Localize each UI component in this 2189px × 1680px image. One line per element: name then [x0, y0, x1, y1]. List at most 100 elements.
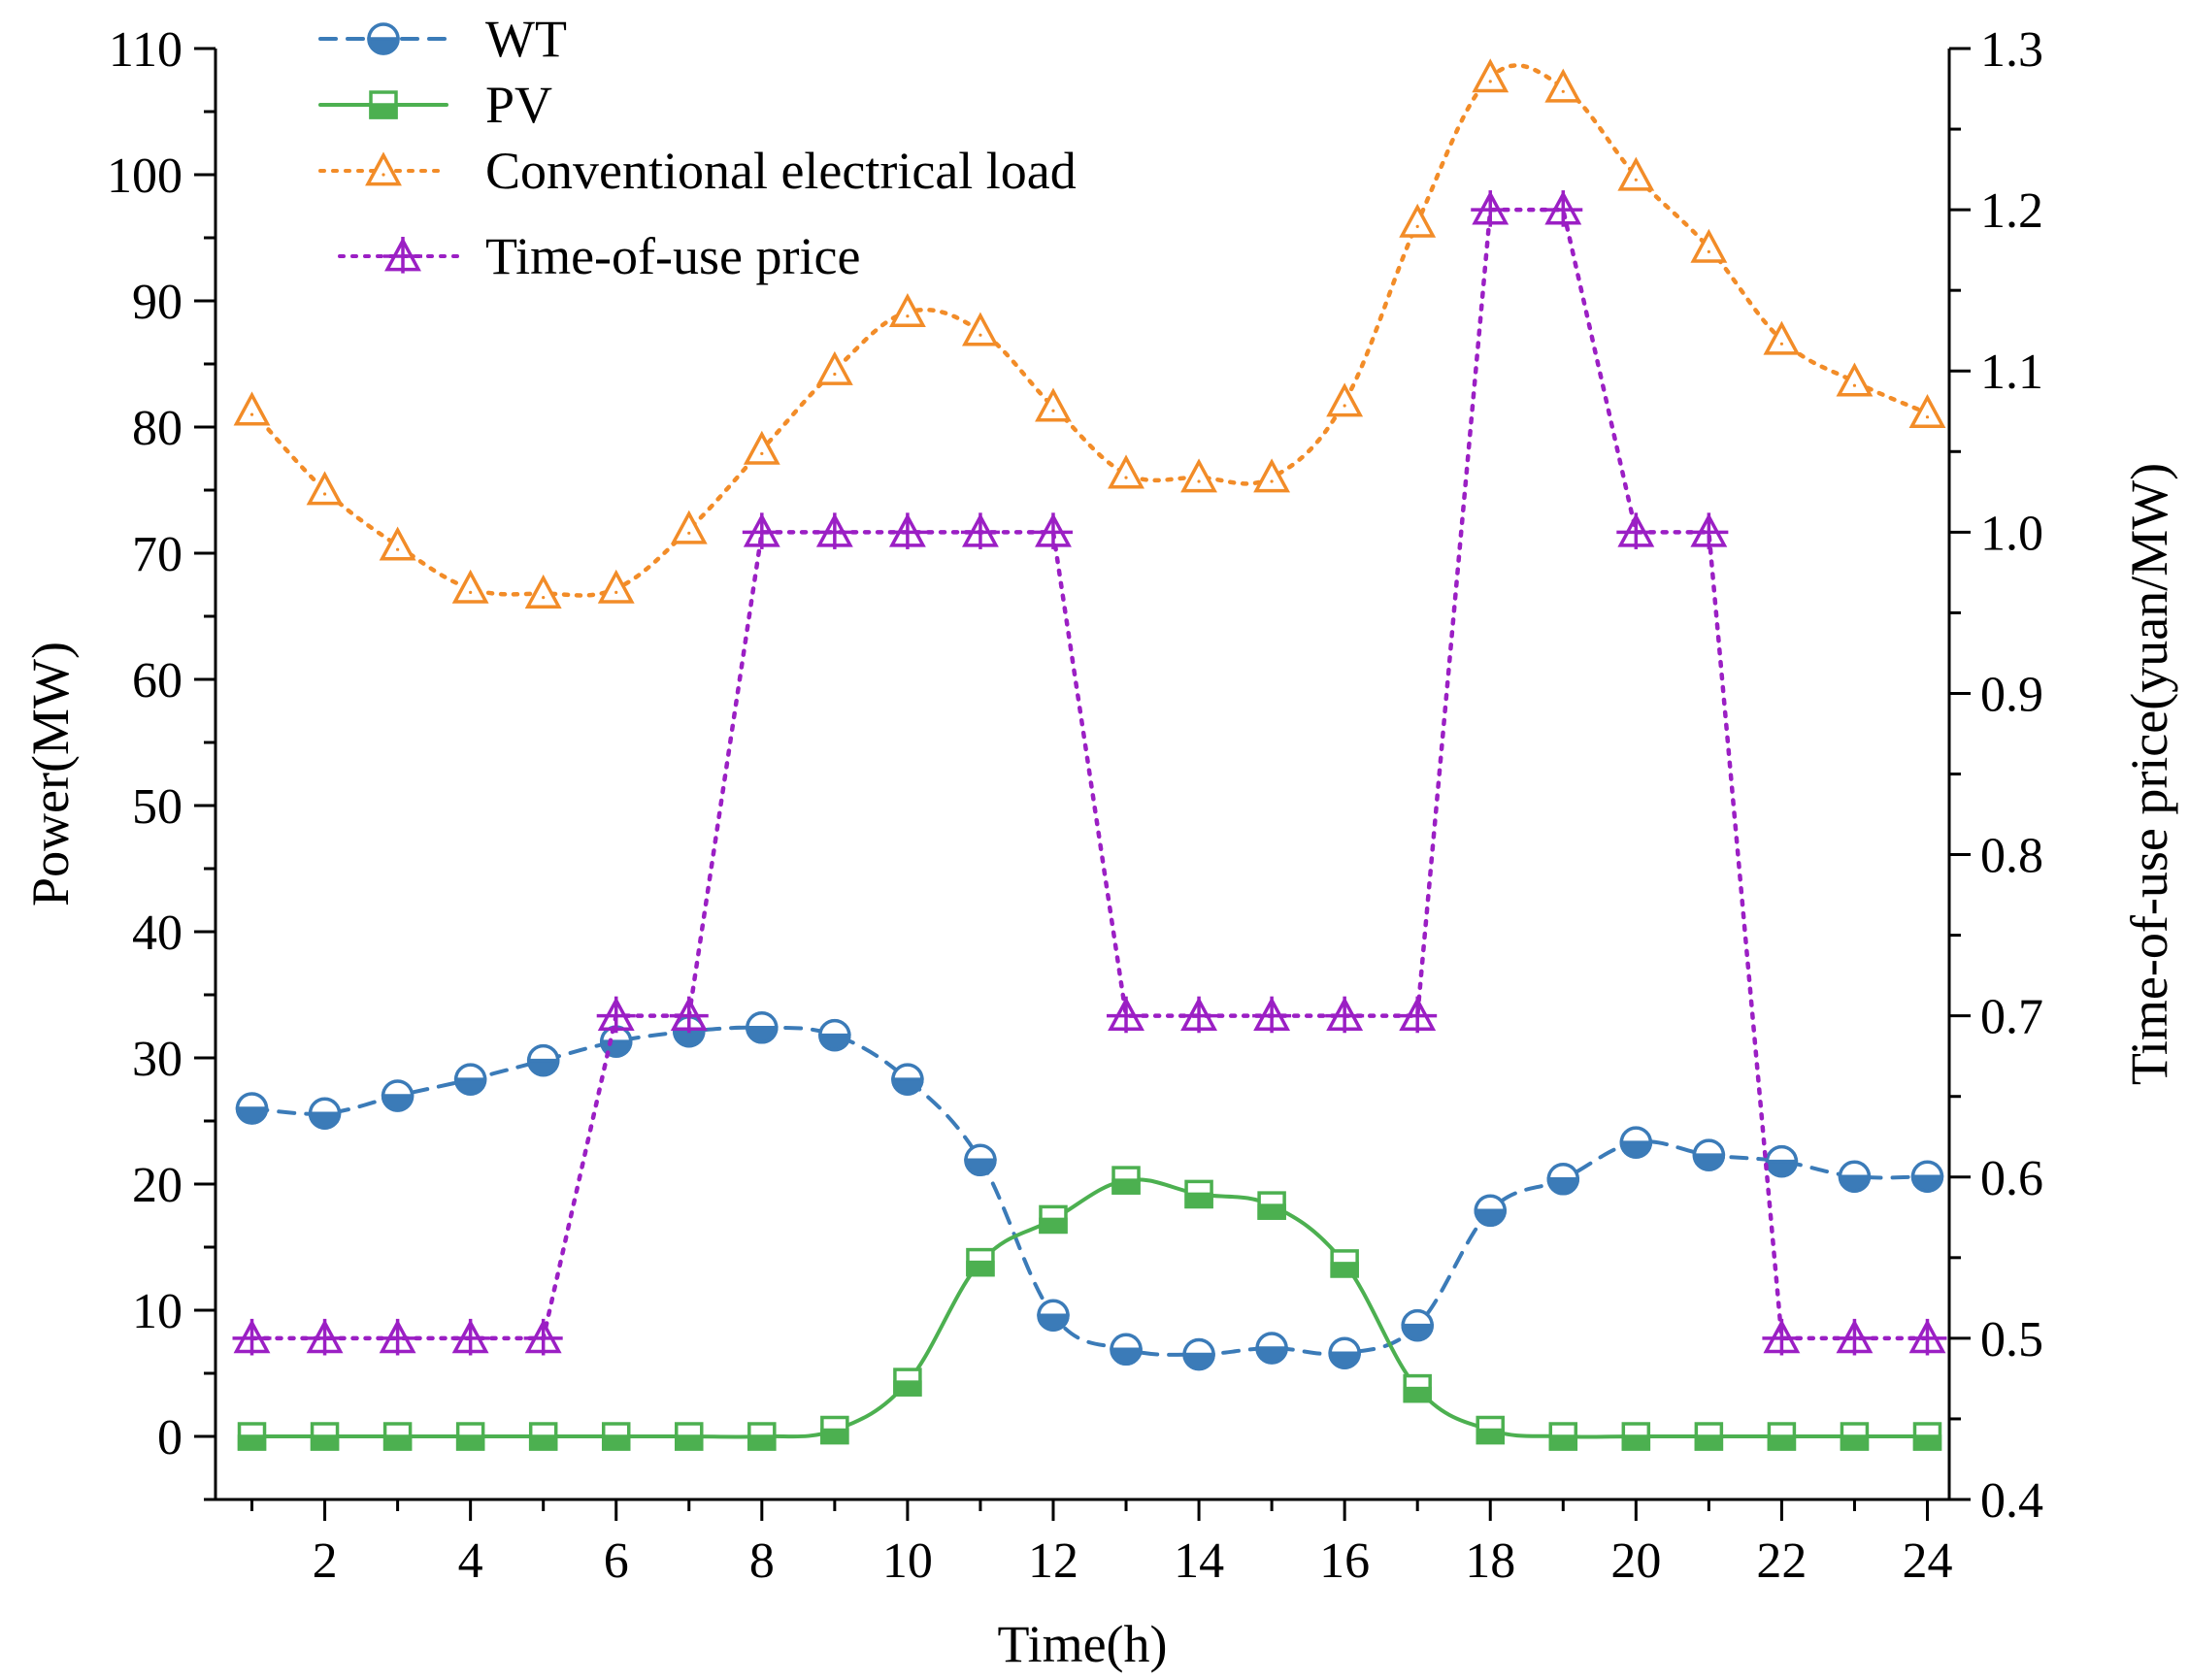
x-tick-label: 14	[1174, 1533, 1224, 1589]
legend-item-wt: WT	[318, 10, 567, 68]
right-y-tick-label: 0.5	[1980, 1312, 2043, 1367]
data-point-pv	[820, 1415, 849, 1445]
data-point-time-of-use-price	[378, 1318, 417, 1356]
data-point-time-of-use-price	[596, 996, 636, 1034]
data-point-conventional-electrical-load	[1399, 203, 1437, 238]
left-y-tick-label: 100	[107, 148, 182, 204]
data-point-time-of-use-price	[1325, 996, 1365, 1034]
legend-label: Time-of-use price	[485, 227, 860, 285]
right-y-tick-label: 1.1	[1980, 345, 2043, 400]
data-point-conventional-electrical-load	[451, 569, 489, 604]
series-time-of-use-price	[232, 190, 1947, 1356]
data-point-pv	[747, 1422, 777, 1451]
legend-label: WT	[485, 10, 567, 68]
data-point-time-of-use-price	[1543, 190, 1583, 227]
data-point-pv	[455, 1422, 485, 1451]
series-wt	[235, 1011, 1944, 1371]
data-point-time-of-use-price	[887, 512, 927, 549]
data-point-time-of-use-price	[305, 1318, 345, 1356]
data-point-conventional-electrical-load	[1763, 320, 1801, 355]
data-point-pv	[1111, 1166, 1141, 1195]
data-point-conventional-electrical-load	[815, 350, 853, 385]
data-point-pv	[1912, 1422, 1942, 1451]
data-point-conventional-electrical-load	[670, 510, 708, 544]
data-point-time-of-use-price	[1762, 1318, 1802, 1356]
data-point-pv	[1840, 1422, 1870, 1451]
legend-label: PV	[485, 76, 552, 134]
right-y-axis-title: Time-of-use price(yuan/MW)	[2120, 463, 2178, 1085]
left-y-tick-label: 70	[132, 527, 182, 582]
data-point-time-of-use-price	[523, 1318, 563, 1356]
legend-item-pv: PV	[318, 76, 552, 134]
data-point-conventional-electrical-load	[1908, 394, 1946, 429]
x-tick-label: 6	[604, 1533, 629, 1589]
data-point-wt	[308, 1097, 342, 1130]
data-point-wt	[1546, 1163, 1580, 1196]
data-point-conventional-electrical-load	[1253, 458, 1291, 493]
x-tick-label: 10	[882, 1533, 933, 1589]
data-point-pv	[893, 1367, 922, 1397]
data-point-wt	[235, 1092, 269, 1125]
data-point-conventional-electrical-load	[1035, 387, 1072, 422]
left-y-tick-label: 110	[109, 22, 182, 78]
right-y-axis-ticks: 0.4 0.5 0.6 0.7 0.8 0.9 1.0 1.1 1.2 1.3	[1949, 22, 2043, 1529]
data-point-conventional-electrical-load	[524, 574, 562, 609]
data-point-time-of-use-price	[1907, 1318, 1947, 1356]
data-point-wt	[1328, 1336, 1361, 1369]
data-point-conventional-electrical-load	[233, 391, 271, 426]
left-y-tick-label: 60	[132, 653, 182, 708]
data-point-conventional-electrical-load	[1690, 228, 1728, 263]
data-point-pv	[1767, 1422, 1797, 1451]
data-point-wt	[964, 1143, 997, 1177]
data-point-wt	[1838, 1160, 1872, 1193]
data-point-pv	[382, 1422, 413, 1451]
x-tick-label: 8	[749, 1533, 775, 1589]
right-y-tick-label: 1.2	[1980, 183, 2043, 239]
right-y-tick-label: 1.0	[1980, 506, 2043, 561]
data-point-pv	[310, 1422, 340, 1451]
left-y-tick-label: 90	[132, 275, 182, 330]
x-tick-label: 22	[1756, 1533, 1807, 1589]
data-point-pv	[601, 1422, 631, 1451]
data-point-pv	[1694, 1422, 1724, 1451]
left-y-tick-label: 20	[132, 1158, 182, 1213]
data-point-conventional-electrical-load	[306, 471, 344, 506]
data-point-wt	[891, 1063, 924, 1096]
data-point-wt	[1910, 1160, 1944, 1193]
x-tick-label: 2	[313, 1533, 338, 1589]
x-tick-label: 24	[1902, 1533, 1952, 1589]
x-axis-ticks: 2 4 6 8 10 12 14 16 18 20 22 24	[250, 1499, 1952, 1589]
data-point-time-of-use-price	[1179, 996, 1219, 1034]
series-conventional-electrical-load	[233, 58, 1946, 609]
data-point-time-of-use-price	[814, 512, 854, 549]
data-point-pv	[1184, 1179, 1213, 1209]
right-y-tick-label: 0.9	[1980, 667, 2043, 722]
data-point-wt	[381, 1079, 415, 1112]
data-point-pv	[528, 1422, 558, 1451]
data-point-wt	[1255, 1332, 1288, 1365]
data-point-wt	[1619, 1126, 1653, 1159]
x-tick-label: 20	[1610, 1533, 1661, 1589]
series-pv	[237, 1166, 1942, 1451]
x-tick-label: 12	[1028, 1533, 1078, 1589]
data-point-time-of-use-price	[1033, 512, 1073, 549]
data-point-conventional-electrical-load	[1108, 454, 1144, 489]
left-y-tick-label: 40	[132, 906, 182, 961]
right-y-tick-label: 0.8	[1980, 829, 2043, 884]
legend-marker	[365, 151, 402, 186]
data-point-conventional-electrical-load	[743, 430, 780, 465]
left-y-tick-label: 0	[157, 1410, 182, 1466]
legend: WT PV Conventional electrical load Time-of-…	[318, 10, 1077, 285]
data-point-wt	[1110, 1333, 1143, 1367]
data-point-pv	[1257, 1191, 1286, 1220]
data-point-pv	[1476, 1415, 1505, 1445]
legend-marker	[369, 90, 398, 119]
data-point-pv	[1548, 1422, 1578, 1451]
data-point-time-of-use-price	[450, 1318, 490, 1356]
data-point-pv	[1621, 1422, 1651, 1451]
data-point-conventional-electrical-load	[1472, 58, 1509, 93]
data-point-pv	[1403, 1373, 1432, 1403]
data-point-time-of-use-price	[669, 996, 709, 1034]
legend-item-time-of-use-price: Time-of-use price	[338, 227, 860, 285]
